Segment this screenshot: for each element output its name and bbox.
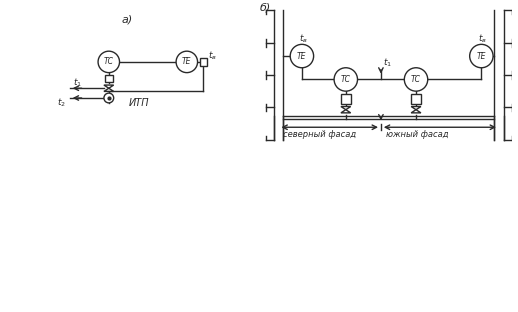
Text: а): а) (122, 15, 133, 25)
FancyBboxPatch shape (105, 75, 113, 82)
FancyBboxPatch shape (199, 58, 207, 66)
Text: $t_{1}$: $t_{1}$ (73, 76, 82, 89)
Circle shape (104, 93, 113, 103)
Text: $t_{2}$: $t_{2}$ (57, 97, 66, 109)
Text: $t_{в}$: $t_{в}$ (208, 49, 217, 61)
Text: ТС: ТС (341, 75, 351, 84)
FancyBboxPatch shape (341, 94, 351, 104)
Text: $t_{1}$: $t_{1}$ (383, 57, 392, 69)
Circle shape (334, 68, 357, 91)
Text: ТЕ: ТЕ (182, 57, 192, 66)
Text: $t_{в}$: $t_{в}$ (479, 32, 487, 45)
Polygon shape (411, 106, 421, 110)
Polygon shape (104, 85, 113, 88)
Circle shape (470, 44, 493, 68)
Text: ТС: ТС (104, 57, 114, 66)
Text: $t_{в}$: $t_{в}$ (299, 32, 308, 45)
Text: ТЕ: ТЕ (477, 51, 486, 61)
Text: б): б) (260, 2, 271, 12)
Text: ИТП: ИТП (128, 98, 149, 108)
Text: ТС: ТС (411, 75, 421, 84)
Polygon shape (411, 110, 421, 113)
Text: южный фасад: южный фасад (386, 130, 448, 139)
Circle shape (176, 51, 197, 73)
FancyBboxPatch shape (411, 94, 421, 104)
Circle shape (405, 68, 428, 91)
Text: северный фасад: северный фасад (283, 130, 356, 139)
Circle shape (98, 51, 120, 73)
Polygon shape (104, 88, 113, 91)
Polygon shape (341, 110, 351, 113)
Circle shape (290, 44, 313, 68)
Text: ТЕ: ТЕ (297, 51, 307, 61)
Polygon shape (341, 106, 351, 110)
